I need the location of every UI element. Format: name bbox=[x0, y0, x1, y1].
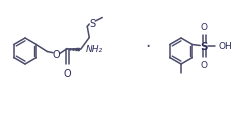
Text: O: O bbox=[53, 49, 60, 59]
Text: O: O bbox=[201, 61, 208, 70]
Text: O: O bbox=[201, 22, 208, 31]
Text: ·: · bbox=[145, 38, 151, 55]
Text: S: S bbox=[201, 41, 208, 51]
Text: OH: OH bbox=[218, 42, 232, 51]
Text: O: O bbox=[63, 68, 71, 78]
Text: NH₂: NH₂ bbox=[85, 45, 102, 54]
Text: S: S bbox=[89, 18, 95, 28]
